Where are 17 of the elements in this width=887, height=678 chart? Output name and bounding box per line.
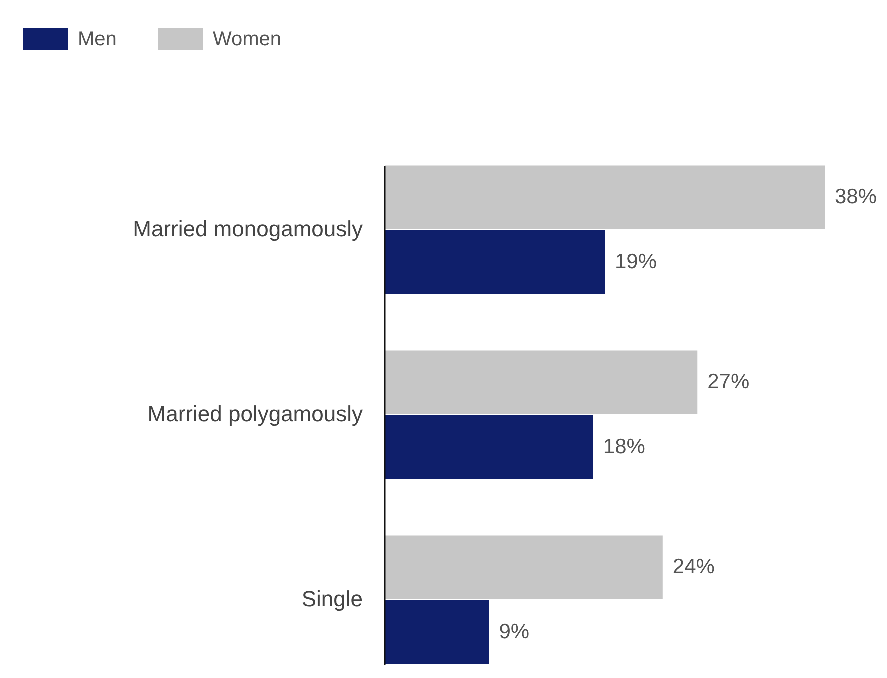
y-tick-label: Married monogamously xyxy=(133,216,363,242)
y-tick-label: Single xyxy=(302,586,363,612)
bar xyxy=(385,230,605,294)
data-label: 27% xyxy=(708,370,750,394)
data-label: 9% xyxy=(499,620,530,644)
data-label: 19% xyxy=(615,250,658,274)
data-label: 38% xyxy=(835,186,878,209)
bar xyxy=(385,536,663,600)
bar xyxy=(385,600,490,664)
y-tick-label: Married polygamously xyxy=(148,401,363,426)
bar xyxy=(385,416,594,480)
legend-label: Men xyxy=(78,28,117,50)
bar xyxy=(385,166,825,230)
bar xyxy=(385,350,698,414)
data-label: 24% xyxy=(672,556,715,579)
data-label: 18% xyxy=(603,435,646,458)
legend-label: Women xyxy=(213,28,282,50)
